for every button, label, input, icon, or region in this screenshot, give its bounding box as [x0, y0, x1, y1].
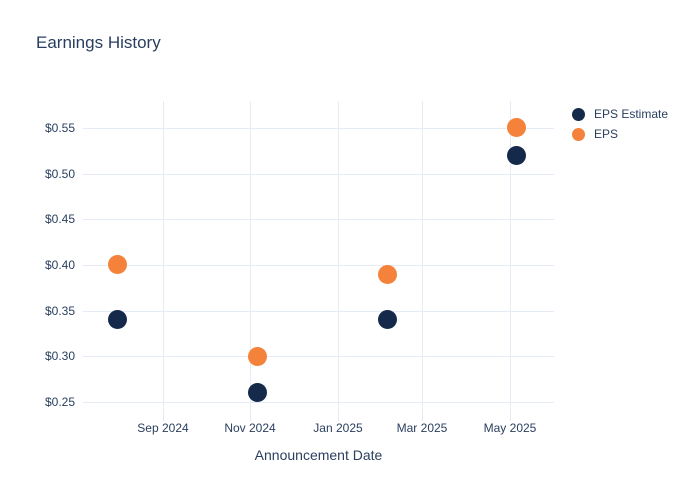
data-point-eps-estimate[interactable] [108, 310, 127, 329]
y-gridline [83, 311, 554, 312]
data-point-eps-estimate[interactable] [507, 146, 526, 165]
x-gridline [250, 101, 251, 417]
y-tick-label: $0.25 [44, 395, 75, 409]
y-gridline [83, 402, 554, 403]
x-tick-label: Mar 2025 [396, 421, 448, 435]
y-tick-label: $0.40 [44, 258, 75, 272]
x-gridline [422, 101, 423, 417]
data-point-eps[interactable] [507, 118, 526, 137]
y-tick-label: $0.45 [44, 212, 75, 226]
y-gridline [83, 219, 554, 220]
y-gridline [83, 356, 554, 357]
y-tick-label: $0.50 [44, 167, 75, 181]
plot-area [83, 101, 554, 417]
y-gridline [83, 174, 554, 175]
legend: EPS Estimate EPS [572, 104, 668, 144]
y-tick-label: $0.35 [44, 304, 75, 318]
data-point-eps-estimate[interactable] [378, 310, 397, 329]
y-gridline [83, 265, 554, 266]
x-tick-mark [163, 417, 164, 421]
x-tick-label: Jan 2025 [313, 421, 363, 435]
y-tick-label: $0.30 [44, 349, 75, 363]
legend-item-eps[interactable]: EPS [572, 124, 668, 144]
x-tick-mark [250, 417, 251, 421]
x-tick-label: Nov 2024 [224, 421, 276, 435]
y-tick-label: $0.55 [44, 121, 75, 135]
legend-item-eps-estimate[interactable]: EPS Estimate [572, 104, 668, 124]
x-tick-label: May 2025 [483, 421, 537, 435]
x-tick-label: Sep 2024 [137, 421, 189, 435]
data-point-eps-estimate[interactable] [248, 383, 267, 402]
legend-marker-icon [572, 107, 585, 121]
legend-marker-icon [572, 127, 585, 141]
data-point-eps[interactable] [378, 265, 397, 284]
legend-label: EPS Estimate [594, 107, 669, 121]
legend-label: EPS [594, 127, 619, 141]
x-axis-title: Announcement Date [254, 447, 383, 463]
x-tick-mark [338, 417, 339, 421]
y-gridline [83, 128, 554, 129]
chart-title: Earnings History [36, 33, 161, 52]
x-gridline [338, 101, 339, 417]
x-gridline [163, 101, 164, 417]
x-gridline [510, 101, 511, 417]
data-point-eps[interactable] [248, 347, 267, 366]
x-tick-mark [510, 417, 511, 421]
x-tick-mark [422, 417, 423, 421]
data-point-eps[interactable] [108, 255, 127, 274]
